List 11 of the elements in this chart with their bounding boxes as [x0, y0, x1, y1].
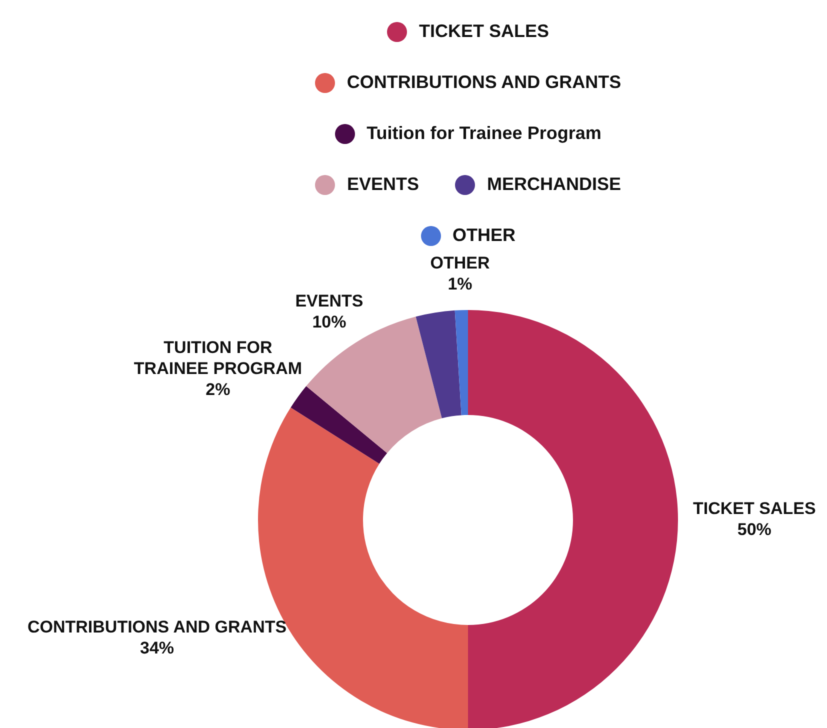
- legend-label: CONTRIBUTIONS AND GRANTS: [346, 72, 622, 93]
- legend-label: OTHER: [452, 225, 516, 246]
- legend-label: Tuition for Trainee Program: [366, 123, 602, 144]
- data-label: CONTRIBUTIONS AND GRANTS 34%: [27, 618, 287, 658]
- legend-label: EVENTS: [346, 174, 419, 195]
- legend-label: MERCHANDISE: [487, 174, 622, 195]
- data-label: EVENTS 10%: [295, 291, 364, 332]
- data-label: TICKET SALES 50%: [692, 499, 816, 540]
- data-label: OTHER 1%: [430, 253, 490, 294]
- legend-label: TICKET SALES: [418, 21, 549, 42]
- data-label: TUITION FOR TRAINEE PROGRAM 2%: [134, 338, 302, 399]
